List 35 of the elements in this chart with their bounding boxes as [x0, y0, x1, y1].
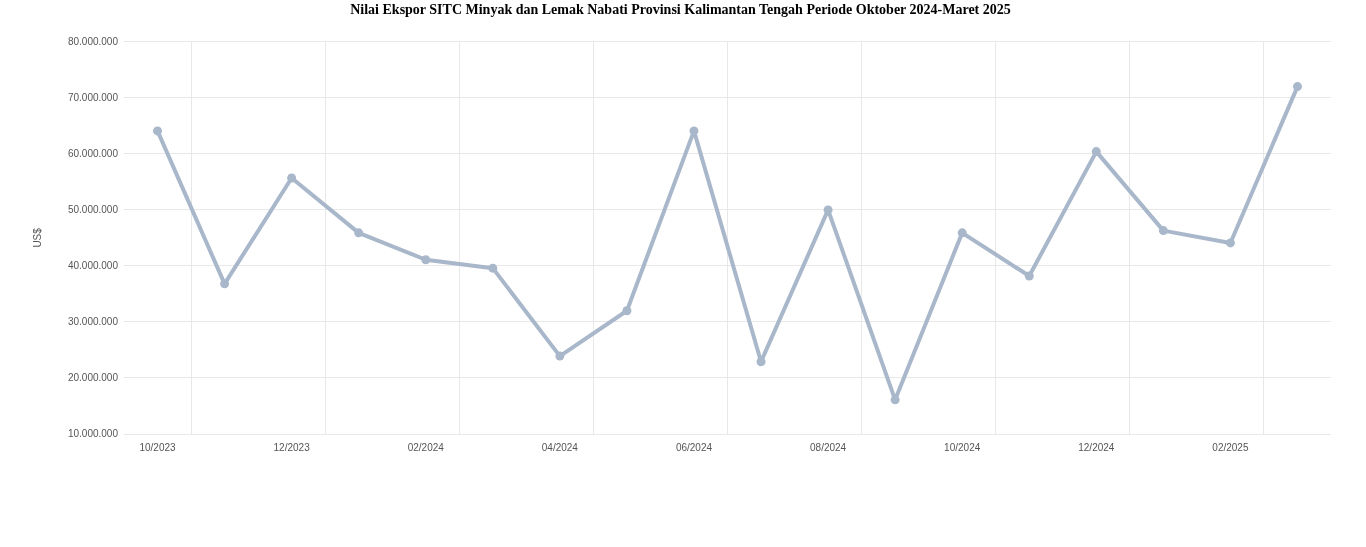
chart-title: Nilai Ekspor SITC Minyak dan Lemak Nabati Provinsi Kalimantan Tengah Periode Oktober 2024-Maret 2025 — [350, 2, 1011, 18]
y-tick-label: 20.000.000 — [67, 371, 119, 383]
y-tick-label: 60.000.000 — [67, 147, 119, 159]
x-tick-label: 10/2023 — [139, 441, 177, 453]
x-tick-label: 12/2024 — [1078, 441, 1115, 453]
y-tick-label: 30.000.000 — [67, 315, 119, 327]
point — [1225, 238, 1235, 248]
point — [1158, 226, 1168, 236]
point — [756, 357, 766, 367]
point — [957, 228, 967, 238]
point — [354, 228, 364, 238]
y-tick-label: 80.000.000 — [67, 35, 119, 47]
point — [488, 263, 498, 273]
y-tick-label: 50.000.000 — [67, 203, 119, 215]
x-tick-label: 08/2024 — [810, 441, 847, 453]
point — [1024, 271, 1034, 281]
point — [890, 395, 900, 405]
point — [287, 173, 297, 183]
point — [1292, 82, 1302, 92]
point — [153, 126, 163, 136]
y-tick-label: 40.000.000 — [67, 259, 119, 271]
point — [421, 255, 431, 265]
y-axis-title: US$ — [31, 227, 43, 248]
x-tick-label: 04/2024 — [541, 441, 579, 453]
y-tick-label: 10.000.000 — [67, 427, 119, 439]
point — [220, 279, 230, 289]
point — [555, 351, 565, 361]
x-tick-label: 02/2024 — [407, 441, 445, 453]
x-tick-label: 06/2024 — [675, 441, 713, 453]
y-tick-label: 70.000.000 — [67, 91, 119, 103]
x-tick-label: 12/2023 — [273, 441, 311, 453]
point — [622, 306, 632, 316]
x-tick-label: 02/2025 — [1212, 441, 1249, 453]
point — [1091, 147, 1101, 157]
x-tick-label: 10/2024 — [944, 441, 981, 453]
